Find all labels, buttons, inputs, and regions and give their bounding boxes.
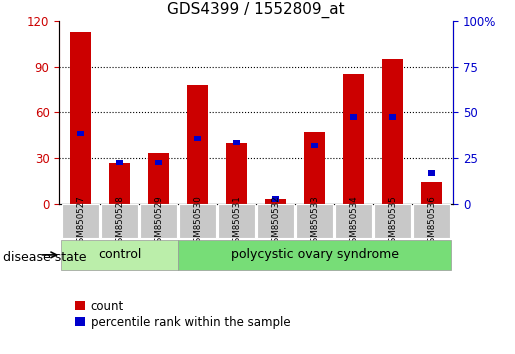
Bar xyxy=(194,136,201,141)
Text: polycystic ovary syndrome: polycystic ovary syndrome xyxy=(231,249,399,261)
Bar xyxy=(265,199,286,204)
Text: GSM850527: GSM850527 xyxy=(76,195,85,248)
FancyBboxPatch shape xyxy=(61,240,178,270)
Bar xyxy=(272,196,279,202)
Text: GSM850536: GSM850536 xyxy=(427,195,436,248)
Text: GSM850534: GSM850534 xyxy=(349,195,358,248)
Text: GSM850533: GSM850533 xyxy=(310,195,319,248)
FancyBboxPatch shape xyxy=(178,240,451,270)
Bar xyxy=(350,114,357,120)
Bar xyxy=(304,132,325,204)
Text: GSM850530: GSM850530 xyxy=(193,195,202,248)
Bar xyxy=(187,85,209,204)
FancyBboxPatch shape xyxy=(413,204,451,238)
Text: GSM850532: GSM850532 xyxy=(271,195,280,248)
FancyBboxPatch shape xyxy=(62,204,99,238)
Bar xyxy=(155,160,162,165)
Text: GSM850535: GSM850535 xyxy=(388,195,397,248)
Bar xyxy=(343,74,365,204)
FancyBboxPatch shape xyxy=(296,204,333,238)
FancyBboxPatch shape xyxy=(218,204,255,238)
FancyBboxPatch shape xyxy=(374,204,411,238)
Bar xyxy=(428,170,435,176)
Bar xyxy=(116,160,123,165)
Bar xyxy=(226,143,247,204)
FancyBboxPatch shape xyxy=(101,204,139,238)
Bar xyxy=(382,59,403,204)
Text: GSM850531: GSM850531 xyxy=(232,195,241,248)
Bar xyxy=(233,140,240,145)
Bar xyxy=(70,32,91,204)
Text: control: control xyxy=(98,249,142,261)
Bar xyxy=(77,131,84,136)
Title: GDS4399 / 1552809_at: GDS4399 / 1552809_at xyxy=(167,2,345,18)
Legend: count, percentile rank within the sample: count, percentile rank within the sample xyxy=(75,300,290,329)
Bar xyxy=(389,114,396,120)
Bar xyxy=(109,162,130,204)
FancyBboxPatch shape xyxy=(140,204,177,238)
FancyBboxPatch shape xyxy=(179,204,216,238)
FancyBboxPatch shape xyxy=(257,204,295,238)
Text: disease state: disease state xyxy=(3,251,86,264)
Bar xyxy=(311,143,318,148)
Text: GSM850528: GSM850528 xyxy=(115,195,124,248)
Bar xyxy=(148,153,169,204)
FancyBboxPatch shape xyxy=(335,204,372,238)
Text: GSM850529: GSM850529 xyxy=(154,195,163,247)
Bar xyxy=(421,182,442,204)
